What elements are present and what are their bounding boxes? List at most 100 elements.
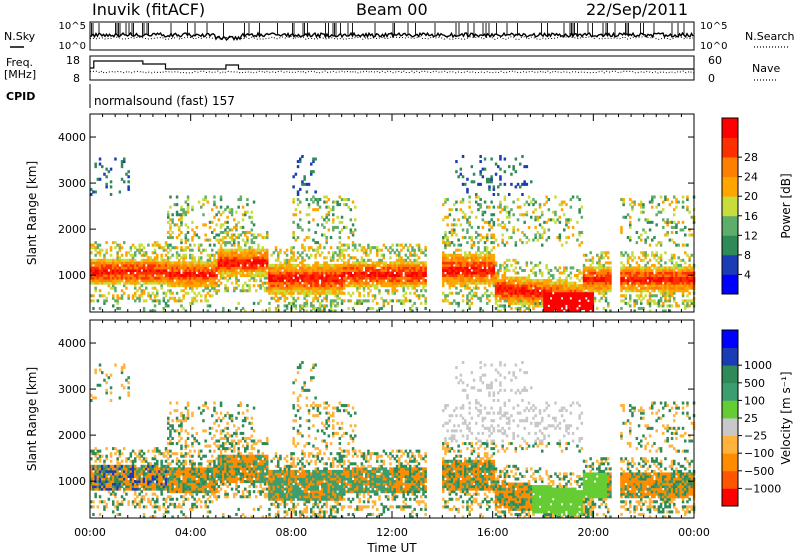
- power-cell: [541, 294, 544, 298]
- power-cell: [321, 289, 324, 293]
- power-cell: [371, 276, 375, 280]
- power-cell: [107, 279, 111, 283]
- power-cell: [310, 291, 313, 295]
- power-cell: [620, 261, 623, 265]
- power-cell: [125, 274, 128, 278]
- power-cell: [195, 276, 199, 280]
- power-cell: [200, 279, 203, 283]
- power-cell: [345, 268, 348, 272]
- power-cell: [523, 289, 526, 293]
- power-cell: [578, 279, 581, 283]
- power-cell: [402, 266, 405, 270]
- power-cell: [160, 274, 163, 278]
- power-cell: [160, 266, 163, 270]
- power-cell: [310, 281, 313, 285]
- power-cell: [503, 304, 507, 308]
- power-cell: [413, 276, 416, 280]
- power-cell: [164, 301, 168, 305]
- power-cell: [620, 289, 623, 293]
- power-cell: [554, 296, 557, 300]
- power-cell: [673, 266, 676, 270]
- power-cell: [604, 261, 608, 265]
- power-cell: [459, 263, 463, 267]
- power-cell: [219, 276, 223, 280]
- power-cell: [624, 296, 628, 300]
- power-cell: [301, 289, 304, 293]
- power-cell: [514, 258, 518, 262]
- power-cell: [409, 291, 412, 295]
- power-cell: [422, 266, 425, 270]
- power-cell: [415, 271, 419, 275]
- power-cell: [631, 289, 634, 293]
- power-cell: [466, 190, 469, 194]
- power-cell: [481, 256, 485, 260]
- power-cell: [446, 266, 449, 270]
- power-cell: [316, 208, 320, 212]
- power-cell: [609, 284, 612, 288]
- power-cell: [182, 271, 185, 275]
- power-cell: [446, 243, 449, 247]
- power-cell: [305, 286, 309, 290]
- power-cell: [160, 286, 163, 290]
- power-cell: [510, 172, 513, 176]
- power-cell: [376, 274, 379, 278]
- power-cell: [508, 276, 511, 280]
- power-cell: [142, 306, 146, 310]
- power-cell: [255, 253, 258, 257]
- power-cell: [303, 177, 306, 181]
- power-cell: [142, 274, 146, 278]
- power-cell: [604, 291, 608, 295]
- power-cell: [246, 266, 249, 270]
- power-cell: [129, 268, 133, 272]
- power-cell: [171, 279, 174, 283]
- power-cell: [629, 236, 632, 240]
- power-cell: [230, 253, 234, 257]
- power-cell: [508, 284, 511, 288]
- power-cell: [488, 268, 491, 272]
- power-cell: [200, 251, 203, 255]
- power-cell: [420, 274, 423, 278]
- power-cell: [378, 281, 381, 285]
- power-cell: [470, 279, 474, 283]
- power-cell: [145, 279, 148, 283]
- power-cell: [204, 268, 207, 272]
- power-cell: [637, 266, 641, 270]
- power-cell: [499, 279, 502, 283]
- power-cell: [508, 210, 511, 214]
- power-cell: [604, 268, 608, 272]
- power-cell: [545, 306, 548, 310]
- power-cell: [512, 289, 515, 293]
- power-cell: [314, 266, 317, 270]
- power-cell: [175, 223, 179, 227]
- power-cell: [266, 251, 269, 255]
- power-cell: [222, 258, 225, 262]
- power-cell: [127, 170, 130, 174]
- power-cell: [420, 266, 423, 270]
- power-cell: [213, 256, 216, 260]
- power-cell: [398, 261, 401, 265]
- power-cell: [393, 284, 397, 288]
- power-cell: [604, 274, 608, 278]
- power-cell: [250, 266, 254, 270]
- power-cell: [512, 165, 515, 169]
- power-cell: [299, 268, 302, 272]
- power-cell: [153, 256, 157, 260]
- power-cell: [587, 301, 590, 305]
- power-cell: [631, 286, 634, 290]
- power-cell: [666, 274, 669, 278]
- power-cell: [125, 266, 128, 270]
- power-cell: [417, 248, 421, 252]
- power-cell: [272, 296, 276, 300]
- power-cell: [382, 279, 386, 283]
- power-cell: [184, 281, 188, 285]
- power-cell: [171, 309, 174, 313]
- power-cell: [195, 286, 199, 290]
- power-cell: [167, 263, 170, 267]
- power-cell: [303, 246, 306, 250]
- power-cell: [131, 281, 135, 285]
- power-cell: [197, 243, 201, 247]
- power-cell: [558, 236, 562, 240]
- power-cell: [490, 274, 493, 278]
- power-cell: [228, 258, 232, 262]
- power-cell: [270, 253, 273, 257]
